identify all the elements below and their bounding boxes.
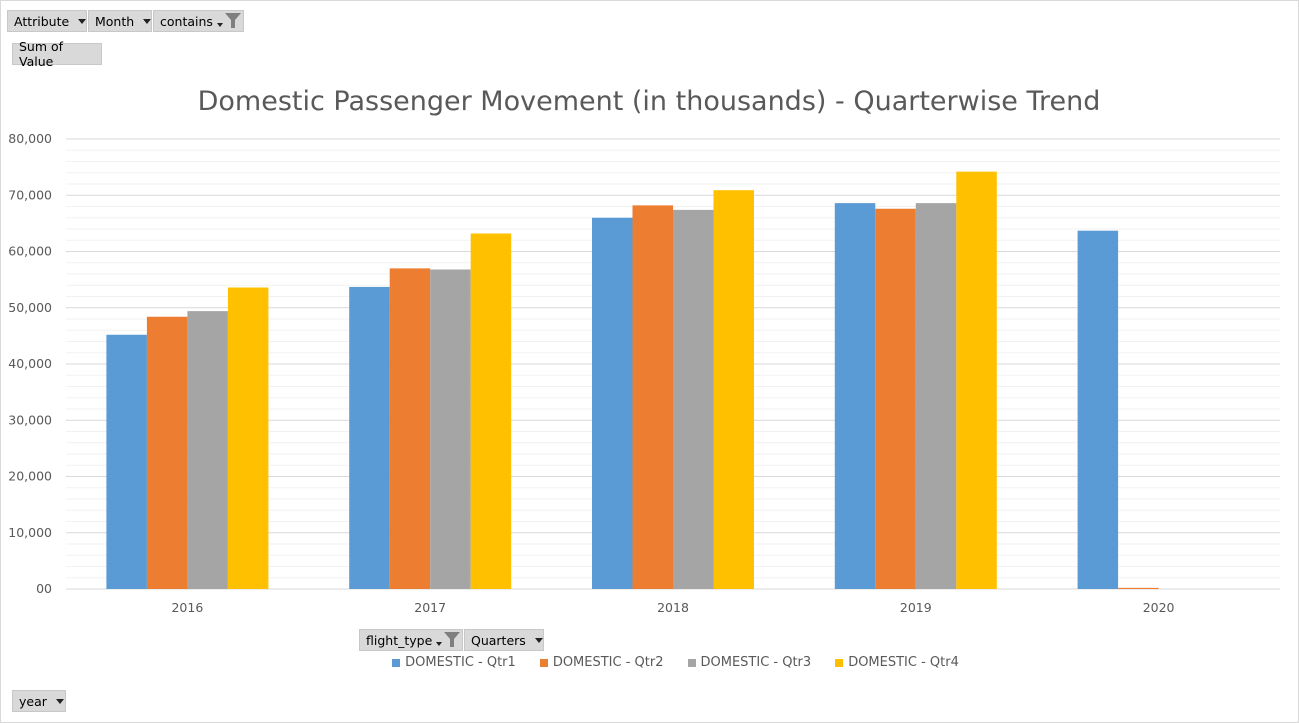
y-tick-label: 00 xyxy=(36,581,52,596)
x-tick-label: 2017 xyxy=(414,600,446,615)
flight-type-filter-button[interactable]: flight_type xyxy=(359,629,463,651)
x-tick-label: 2019 xyxy=(900,600,932,615)
legend-label-qtr4: DOMESTIC - Qtr4 xyxy=(848,655,959,670)
x-tick-label: 2016 xyxy=(171,600,203,615)
attribute-filter-button[interactable]: Attribute xyxy=(7,10,87,32)
legend-item-qtr1[interactable]: DOMESTIC - Qtr1 xyxy=(392,655,516,670)
y-tick-label: 70,000 xyxy=(8,187,52,202)
chevron-down-icon xyxy=(534,637,543,643)
legend-item-qtr4[interactable]: DOMESTIC - Qtr4 xyxy=(835,655,959,670)
bar-2016-qtr3 xyxy=(187,311,228,589)
sum-of-value-button[interactable]: Sum of Value xyxy=(12,39,102,69)
y-tick-label: 20,000 xyxy=(8,469,52,484)
bar-2019-qtr4 xyxy=(956,171,997,589)
contains-filter-label: contains xyxy=(160,13,213,29)
bar-2020-qtr1 xyxy=(1077,230,1119,589)
bar-2019-qtr2 xyxy=(875,208,916,589)
month-filter-label: Month xyxy=(95,13,135,29)
bar-2016-qtr1 xyxy=(106,334,147,589)
chevron-down-icon xyxy=(216,23,223,27)
bar-2019-qtr1 xyxy=(834,203,876,589)
bars xyxy=(106,171,1159,589)
chevron-down-icon xyxy=(55,698,64,704)
x-tick-label: 2018 xyxy=(657,600,689,615)
bar-2017-qtr1 xyxy=(349,286,390,589)
month-filter-button[interactable]: Month xyxy=(88,10,152,32)
legend-label-qtr3: DOMESTIC - Qtr3 xyxy=(700,655,812,670)
y-axis-tick-labels: 00 10,000 20,000 30,000 40,000 50,000 60,000 70… xyxy=(8,131,52,596)
legend-item-qtr3[interactable]: DOMESTIC - Qtr3 xyxy=(687,655,812,670)
bar-2018-qtr3 xyxy=(673,209,714,589)
legend-swatch-qtr4 xyxy=(835,658,844,667)
filter-funnel-icon xyxy=(224,11,242,32)
bar-2016-qtr4 xyxy=(227,287,269,589)
bar-2020-qtr2 xyxy=(1118,587,1159,589)
year-filter-label: year xyxy=(19,693,47,709)
chevron-down-icon xyxy=(436,642,443,646)
legend-swatch-qtr2 xyxy=(539,658,548,667)
x-tick-label: 2020 xyxy=(1143,600,1175,615)
year-filter-button[interactable]: year xyxy=(12,690,66,712)
sum-of-value-label: Sum of Value xyxy=(19,39,64,69)
bar-2017-qtr2 xyxy=(389,268,431,589)
contains-filter-button[interactable]: contains xyxy=(153,10,244,32)
chevron-down-icon xyxy=(78,18,87,24)
legend-swatch-qtr3 xyxy=(687,658,696,667)
legend-swatch-qtr1 xyxy=(392,658,401,667)
chevron-down-icon xyxy=(143,18,152,24)
legend: DOMESTIC - Qtr1 DOMESTIC - Qtr2 DOMESTIC… xyxy=(0,655,1299,670)
legend-label-qtr1: DOMESTIC - Qtr1 xyxy=(405,655,516,670)
bar-2019-qtr3 xyxy=(915,203,957,589)
y-tick-label: 30,000 xyxy=(8,412,52,427)
y-tick-label: 60,000 xyxy=(8,244,52,259)
y-tick-label: 50,000 xyxy=(8,300,52,315)
filter-funnel-icon xyxy=(443,630,461,651)
bar-2018-qtr1 xyxy=(592,217,633,589)
quarters-filter-label: Quarters xyxy=(471,632,526,648)
bar-2018-qtr2 xyxy=(632,205,673,589)
x-axis-tick-labels: 2016 2017 2018 2019 2020 xyxy=(171,600,1174,615)
legend-item-qtr2[interactable]: DOMESTIC - Qtr2 xyxy=(539,655,664,670)
legend-label-qtr2: DOMESTIC - Qtr2 xyxy=(552,655,664,670)
y-tick-label: 40,000 xyxy=(8,356,52,371)
attribute-filter-label: Attribute xyxy=(14,13,70,29)
flight-type-filter-label: flight_type xyxy=(366,632,433,648)
quarters-filter-button[interactable]: Quarters xyxy=(464,629,544,651)
bar-2017-qtr3 xyxy=(430,269,471,589)
y-tick-label: 10,000 xyxy=(8,525,52,540)
bar-2017-qtr4 xyxy=(470,233,512,589)
chart-title: Domestic Passenger Movement (in thousand… xyxy=(198,86,1101,117)
bar-2018-qtr4 xyxy=(713,190,754,589)
bar-2016-qtr2 xyxy=(146,316,188,589)
y-tick-label: 80,000 xyxy=(8,131,52,146)
